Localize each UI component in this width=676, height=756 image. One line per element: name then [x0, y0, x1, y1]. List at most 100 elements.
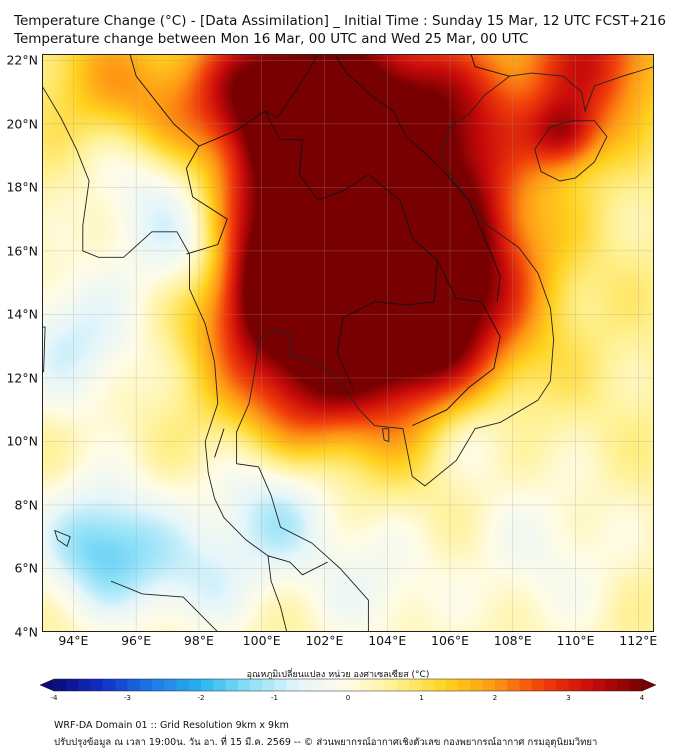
country-border — [412, 260, 501, 427]
country-border — [267, 555, 328, 576]
lon-label: 104°E — [368, 633, 407, 648]
country-border — [129, 54, 200, 147]
colorbar-segment — [495, 679, 508, 691]
lon-label: 108°E — [493, 633, 532, 648]
colorbar-tick: -2 — [197, 694, 205, 702]
colorbar-tick: 3 — [566, 694, 571, 702]
colorbar-segment — [531, 679, 545, 691]
colorbar-segment — [617, 679, 631, 691]
lat-label: 20°N — [6, 116, 38, 132]
lon-label: 102°E — [305, 633, 344, 648]
colorbar — [40, 678, 656, 692]
lat-label: 14°N — [6, 306, 38, 322]
temperature-change-field[interactable] — [42, 54, 654, 632]
map-title: Temperature Change (°C) - [Data Assimila… — [14, 13, 666, 29]
lon-label: 98°E — [183, 633, 214, 648]
lon-label: 110°E — [556, 633, 595, 648]
colorbar-segment — [580, 679, 594, 691]
colorbar-tick: 1 — [419, 694, 424, 702]
coastline-mainland-coast — [42, 85, 288, 632]
lon-label: 106°E — [430, 633, 470, 648]
footer-update-info: ปรับปรุงข้อมูล ณ เวลา 19:00น. วัน อา. ที… — [54, 737, 598, 748]
colorbar-segment — [66, 679, 79, 691]
map-overlay — [42, 54, 654, 632]
colorbar-segment — [323, 679, 337, 691]
colorbar-tick: 0 — [345, 694, 351, 702]
colorbar-segment — [519, 679, 533, 691]
colorbar-segment — [470, 679, 484, 691]
colorbar-segment — [335, 679, 349, 691]
colorbar-segment — [397, 679, 410, 691]
colorbar-title: อุณหภูมิเปลี่ยนแปลง หน่วย องศาเซลเซียส (… — [246, 670, 430, 680]
coastline-andaman-1 — [42, 326, 46, 373]
colorbar-segment — [262, 679, 275, 691]
map-subtitle: Temperature change between Mon 16 Mar, 0… — [14, 31, 529, 47]
colorbar-segment — [54, 679, 67, 691]
colorbar-segment — [152, 679, 165, 691]
lat-label: 22°N — [6, 52, 38, 68]
colorbar-segment — [188, 679, 202, 691]
colorbar-segment — [482, 679, 496, 691]
coastline-gulf-coast — [236, 66, 654, 632]
colorbar-segment — [127, 679, 141, 691]
country-border — [334, 54, 501, 302]
country-border — [318, 54, 510, 77]
colorbar-tick: 2 — [492, 694, 498, 702]
footer-model-info: WRF-DA Domain 01 :: Grid Resolution 9km … — [54, 720, 289, 731]
colorbar-frame — [53, 678, 643, 692]
lon-label: 100°E — [242, 633, 281, 648]
colorbar-segment — [507, 679, 520, 691]
colorbar-segment — [299, 679, 312, 691]
coastline-sumatra-tip — [110, 580, 219, 632]
country-border — [185, 54, 319, 255]
colorbar-segment — [78, 679, 92, 691]
lat-label: 6°N — [14, 560, 38, 576]
lat-label: 4°N — [14, 624, 38, 640]
colorbar-segment — [360, 679, 373, 691]
map-panel[interactable] — [42, 54, 654, 632]
colorbar-segment — [421, 679, 435, 691]
country-border — [214, 428, 225, 458]
colorbar-segment — [629, 679, 643, 691]
lon-label: 96°E — [121, 633, 152, 648]
map-frame — [42, 54, 654, 632]
colorbar-segment — [544, 679, 557, 691]
colorbar-segment — [446, 679, 459, 691]
colorbar-segment — [568, 679, 582, 691]
colorbar-segment — [139, 679, 153, 691]
lat-label: 10°N — [6, 433, 38, 449]
lat-label: 12°N — [6, 370, 38, 386]
colorbar-segment — [213, 679, 226, 691]
colorbar-segment — [286, 679, 300, 691]
colorbar-segment — [556, 679, 569, 691]
colorbar-segment — [348, 679, 361, 691]
lon-label: 94°E — [58, 633, 89, 648]
lon-label: 112°E — [619, 633, 658, 648]
colorbar-tick: -4 — [50, 694, 58, 702]
colorbar-segment — [605, 679, 618, 691]
colorbar-segment — [311, 679, 324, 691]
colorbar-tick: -3 — [124, 694, 131, 702]
colorbar-segment — [384, 679, 398, 691]
lat-label: 18°N — [6, 179, 38, 195]
country-border — [264, 110, 438, 388]
colorbar-tick: -1 — [271, 694, 278, 702]
coastline-nicobar — [54, 529, 71, 548]
colorbar-segment — [225, 679, 239, 691]
colorbar-tick: 4 — [639, 694, 645, 702]
colorbar-min-extend — [40, 678, 55, 692]
colorbar-segment — [164, 679, 177, 691]
colorbar-segment — [115, 679, 128, 691]
colorbar-segment — [90, 679, 104, 691]
coastline-hainan — [534, 120, 608, 182]
lat-label: 16°N — [6, 243, 38, 259]
colorbar-segment — [458, 679, 471, 691]
colorbar-segment — [593, 679, 606, 691]
colorbar-max-extend — [641, 678, 656, 692]
colorbar-segment — [274, 679, 288, 691]
coastline-phu-quoc — [382, 428, 390, 443]
colorbar-segment — [250, 679, 263, 691]
colorbar-segment — [409, 679, 422, 691]
colorbar-segment — [237, 679, 251, 691]
colorbar-segment — [201, 679, 214, 691]
